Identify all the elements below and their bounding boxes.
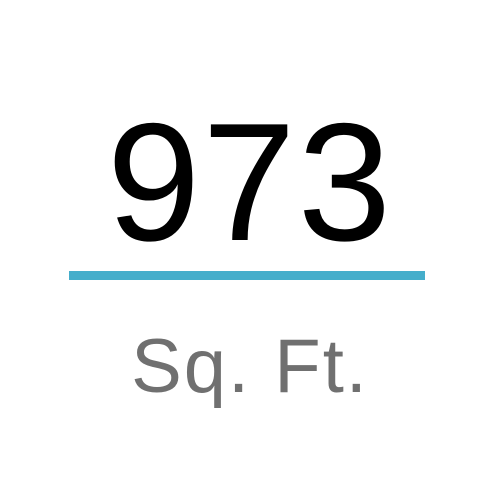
accent-divider <box>69 271 425 280</box>
square-footage-unit-label: Sq. Ft. <box>131 324 369 409</box>
square-footage-value: 973 <box>106 88 394 276</box>
